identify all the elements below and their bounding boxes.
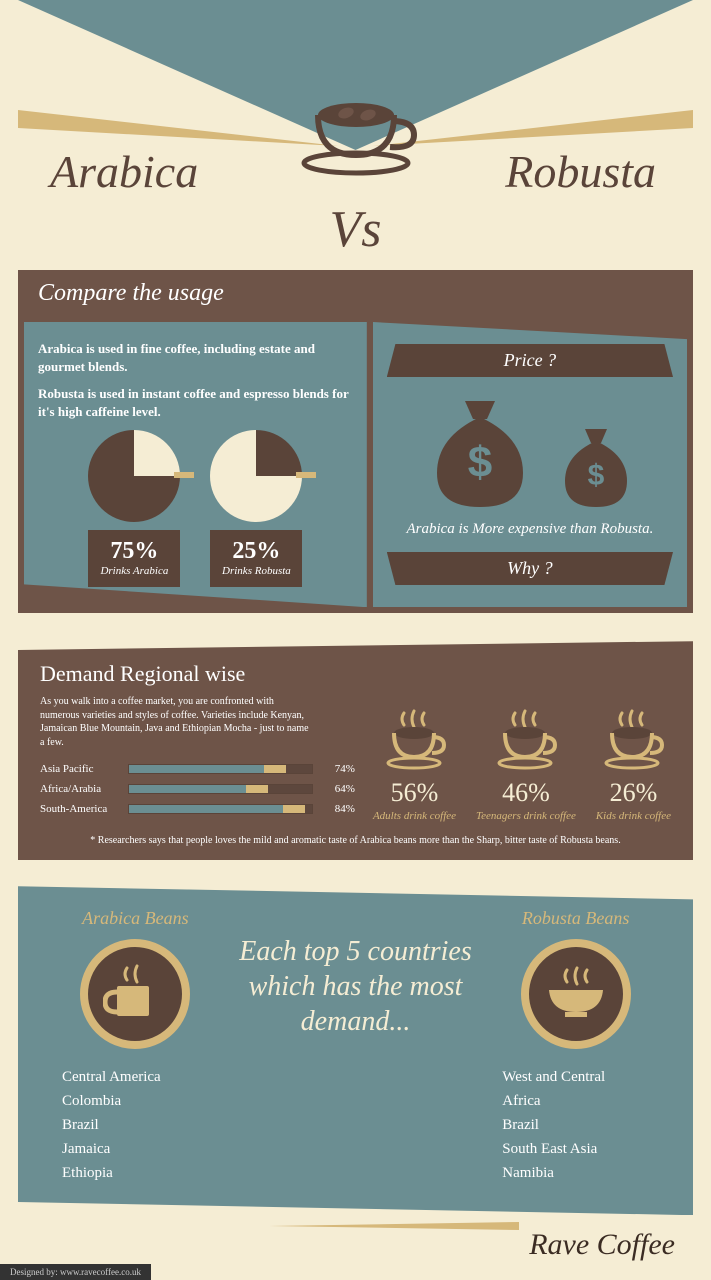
title-robusta: Robusta xyxy=(505,145,656,198)
demand-cup-label: Adults drink coffee xyxy=(373,810,456,823)
demand-section: Demand Regional wise As you walk into a … xyxy=(18,641,693,860)
svg-text:$: $ xyxy=(468,438,492,487)
demand-cup: 56% Adults drink coffee xyxy=(373,709,456,823)
usage-text-arabica: Arabica is used in fine coffee, includin… xyxy=(38,340,353,375)
country-item: Brazil xyxy=(62,1113,227,1137)
country-item: Central America xyxy=(62,1065,227,1089)
demand-bar-row: South-America 84% xyxy=(40,803,355,815)
top5-mid-text: Each top 5 countries which has the most … xyxy=(237,908,475,1185)
demand-cup: 46% Teenagers drink coffee xyxy=(476,709,576,823)
bar-value: 84% xyxy=(321,803,355,815)
bar-track xyxy=(128,784,313,794)
demand-cup-pct: 46% xyxy=(476,778,576,808)
bar-region: Asia Pacific xyxy=(40,763,120,775)
demand-title: Demand Regional wise xyxy=(40,661,355,687)
pie-chart-arabica xyxy=(88,430,180,522)
demand-cup-label: Kids drink coffee xyxy=(596,810,671,823)
country-item: Ethiopia xyxy=(62,1161,227,1185)
pie-arabica-label: Drinks Arabica xyxy=(98,565,170,577)
country-item: West and Central xyxy=(502,1065,667,1089)
title-vs: Vs xyxy=(330,200,382,259)
footer-brand: Rave Coffee xyxy=(529,1228,675,1262)
pie-arabica: 75% Drinks Arabica xyxy=(88,430,180,587)
demand-cup-pct: 56% xyxy=(373,778,456,808)
coffee-cup-icon xyxy=(286,55,426,190)
country-item: Brazil xyxy=(502,1113,667,1137)
money-bag-large-icon: $ xyxy=(425,391,535,511)
top5-robusta: Robusta Beans West and CentralAfricaBraz… xyxy=(484,908,667,1185)
compare-section: Compare the usage Arabica is used in fin… xyxy=(18,270,693,613)
country-item: Namibia xyxy=(502,1161,667,1185)
bar-value: 64% xyxy=(321,783,355,795)
arabica-country-list: Central AmericaColombiaBrazilJamaicaEthi… xyxy=(44,1065,227,1185)
robusta-country-list: West and CentralAfricaBrazilSouth East A… xyxy=(484,1065,667,1185)
bar-track xyxy=(128,764,313,774)
usage-text-robusta: Robusta is used in instant coffee and es… xyxy=(38,385,353,420)
header: Arabica Robusta Vs xyxy=(0,0,711,270)
demand-cup: 26% Kids drink coffee xyxy=(596,709,671,823)
country-item: Jamaica xyxy=(62,1137,227,1161)
pie-arabica-pct: 75% xyxy=(98,538,170,565)
money-bags: $ $ xyxy=(387,391,673,511)
compare-title: Compare the usage xyxy=(18,270,693,316)
why-banner: Why ? xyxy=(387,552,673,585)
arabica-beans-title: Arabica Beans xyxy=(44,908,227,929)
coffee-cup-small-icon xyxy=(600,709,666,773)
country-item: South East Asia xyxy=(502,1137,667,1161)
demand-cup-pct: 26% xyxy=(596,778,671,808)
price-text: Arabica is More expensive than Robusta. xyxy=(387,521,673,538)
demand-cups: 56% Adults drink coffee 46% Teenagers drink… xyxy=(373,661,671,823)
pie-robusta-pct: 25% xyxy=(220,538,292,565)
bar-region: Africa/Arabia xyxy=(40,783,120,795)
price-banner: Price ? xyxy=(387,344,673,377)
bar-value: 74% xyxy=(321,763,355,775)
demand-bars: Asia Pacific 74% Africa/Arabia 64% South-Ame… xyxy=(40,763,355,815)
footer-designed: Designed by: www.ravecoffee.co.uk xyxy=(0,1264,151,1280)
mug-icon xyxy=(80,939,190,1049)
demand-desc: As you walk into a coffee market, you ar… xyxy=(40,695,310,749)
compare-price-panel: Price ? $ $ Arabica is More expensive th… xyxy=(373,322,687,607)
demand-footnote: * Researchers says that people loves the… xyxy=(40,835,671,846)
money-bag-small-icon: $ xyxy=(557,423,635,511)
country-item: Africa xyxy=(502,1089,667,1113)
title-arabica: Arabica xyxy=(50,145,198,198)
pie-robusta: 25% Drinks Robusta xyxy=(210,430,302,587)
demand-bar-row: Africa/Arabia 64% xyxy=(40,783,355,795)
demand-cup-label: Teenagers drink coffee xyxy=(476,810,576,823)
coffee-cup-small-icon xyxy=(382,709,448,773)
demand-bar-row: Asia Pacific 74% xyxy=(40,763,355,775)
compare-usage-panel: Arabica is used in fine coffee, includin… xyxy=(24,322,367,607)
coffee-cup-small-icon xyxy=(493,709,559,773)
pie-robusta-label: Drinks Robusta xyxy=(220,565,292,577)
robusta-beans-title: Robusta Beans xyxy=(484,908,667,929)
pie-chart-robusta xyxy=(210,430,302,522)
top5-arabica: Arabica Beans Central AmericaColombiaBra… xyxy=(44,908,227,1185)
bowl-icon xyxy=(521,939,631,1049)
bar-track xyxy=(128,804,313,814)
top5-section: Arabica Beans Central AmericaColombiaBra… xyxy=(18,886,693,1215)
bar-region: South-America xyxy=(40,803,120,815)
svg-text:$: $ xyxy=(588,459,605,492)
country-item: Colombia xyxy=(62,1089,227,1113)
